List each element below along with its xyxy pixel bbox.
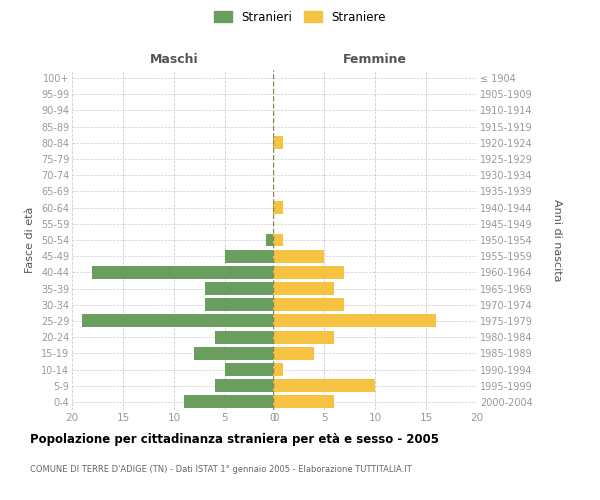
Title: Femmine: Femmine (343, 53, 407, 66)
Bar (273, 266, 344, 279)
Bar (205, 298, 276, 311)
Bar (273, 234, 283, 246)
Bar (273, 250, 324, 262)
Y-axis label: Fasce di età: Fasce di età (25, 207, 35, 273)
Bar (273, 396, 334, 408)
Bar (194, 347, 276, 360)
Bar (273, 201, 283, 214)
Bar (273, 363, 283, 376)
Text: Popolazione per cittadinanza straniera per età e sesso - 2005: Popolazione per cittadinanza straniera p… (30, 432, 439, 446)
Bar (184, 396, 276, 408)
Bar (273, 379, 375, 392)
Bar (225, 363, 276, 376)
Bar (273, 330, 334, 344)
Bar (273, 347, 314, 360)
Bar (273, 298, 344, 311)
Bar (266, 234, 276, 246)
Bar (215, 330, 276, 344)
Bar (92, 266, 276, 279)
Bar (205, 282, 276, 295)
Bar (82, 314, 276, 328)
Text: COMUNE DI TERRE D'ADIGE (TN) - Dati ISTAT 1° gennaio 2005 - Elaborazione TUTTITA: COMUNE DI TERRE D'ADIGE (TN) - Dati ISTA… (30, 466, 412, 474)
Y-axis label: Anni di nascita: Anni di nascita (552, 198, 562, 281)
Bar (273, 136, 283, 149)
Bar (273, 314, 436, 328)
Legend: Stranieri, Straniere: Stranieri, Straniere (209, 6, 391, 28)
Bar (215, 379, 276, 392)
Bar (225, 250, 276, 262)
Bar (273, 282, 334, 295)
Title: Maschi: Maschi (149, 53, 199, 66)
